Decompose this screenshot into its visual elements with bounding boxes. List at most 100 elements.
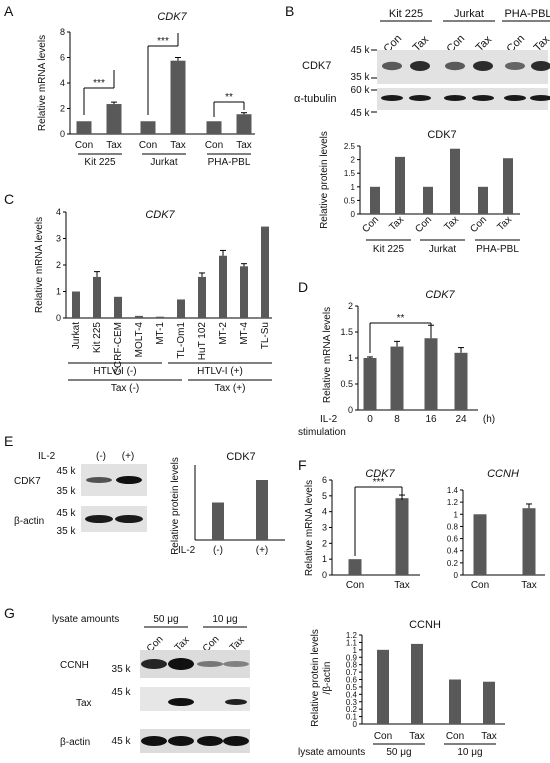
blot-e: IL-2 (-) (+) CDK7 45 k 35 k β-actin 45 k 35 k [14, 451, 147, 537]
bar [449, 679, 461, 724]
group-label: HTLV-I (-) [93, 366, 136, 377]
panel-letter-b: B [285, 3, 294, 19]
blot-marker: 35 k [57, 526, 77, 537]
blot-band [223, 736, 249, 746]
bar [261, 226, 269, 318]
chart-a: 0 2 4 6 8 CDK7 Relative mRNA levels Con Tax Con Ta… [37, 11, 255, 168]
y-tick-label: 3 [322, 523, 327, 533]
x-tick-label: Con [413, 214, 434, 235]
x-tick-label: Con [139, 140, 157, 151]
group-label: PHA-PBL [476, 244, 519, 255]
x-tick-label: (-) [213, 545, 223, 556]
blot-row-label: β-actin [60, 737, 90, 748]
blot-band [505, 62, 525, 70]
chart-title: CDK7 [145, 209, 175, 221]
x-tick-label: Tax [481, 731, 497, 742]
x-tick-label: MOLT-4 [134, 322, 145, 358]
significance-star: *** [157, 36, 169, 47]
y-tick-label: 0 [322, 570, 327, 580]
blot-lane-label: (-) [96, 451, 106, 462]
blot-amount-label: lysate amounts [52, 614, 119, 625]
y-tick-label: 1 [351, 183, 356, 192]
group-label: Tax (+) [215, 383, 246, 394]
x-tick-label: Tax [409, 731, 425, 742]
x-tick-label: Con [468, 214, 489, 235]
bar [454, 352, 468, 410]
y-tick-label: 0 [351, 210, 356, 219]
bar [377, 649, 389, 724]
blot-marker: 45 k [57, 508, 77, 519]
panel-letter-d: D [298, 279, 308, 295]
y-axis-label: Relative mRNA levels [37, 35, 48, 131]
bar [177, 299, 185, 318]
y-tick-label: 0.3 [346, 698, 358, 707]
y-tick-label: 0.8 [447, 522, 459, 531]
blot-marker: 35 k [112, 664, 132, 675]
y-tick-label: 2 [348, 301, 353, 311]
x-tick-label: MT-2 [218, 322, 229, 345]
significance-star: ** [397, 313, 405, 324]
blot-band [197, 736, 223, 746]
y-tick-label: 5 [322, 491, 327, 501]
bar [423, 186, 433, 214]
blot-group-label: PHA-PBL [504, 8, 550, 20]
y-tick-label: 0.4 [447, 547, 459, 556]
blot-marker: 45 k [112, 736, 132, 747]
blot-lane-label: (+) [122, 451, 135, 462]
y-tick-label: 1 [353, 646, 358, 655]
blot-band [409, 95, 431, 101]
y-tick-label: 8 [60, 27, 65, 37]
x-tick-label: 0 [367, 414, 373, 425]
y-axis-label: Relative mRNA levels [34, 217, 45, 313]
blot-band [410, 61, 430, 71]
y-tick-label: 0.1 [346, 713, 358, 722]
blot-group-label: Kit 225 [389, 8, 423, 20]
y-tick-label: 0 [56, 313, 61, 323]
blot-band [444, 95, 466, 101]
x-unit-label: (h) [483, 414, 495, 425]
blot-band [531, 61, 550, 71]
blot-band [472, 95, 494, 101]
group-label: PHA-PBL [208, 157, 251, 168]
y-tick-label: 2 [60, 104, 65, 114]
y-tick-label: 2 [56, 260, 61, 270]
x-tick-label: Tax [236, 140, 252, 151]
blot-band [86, 477, 112, 483]
chart-title: CDK7 [425, 289, 455, 301]
x-tick-label: Con [360, 214, 381, 235]
x-tick-label: Con [374, 731, 392, 742]
x-tick-label: HuT 102 [197, 322, 208, 361]
blot-marker: 60 k [351, 85, 371, 96]
x-tick-label: Con [471, 580, 489, 591]
x-tick-label: Tax [495, 214, 514, 233]
y-tick-label: 1.5 [344, 169, 356, 178]
panel-letter-f: F [298, 457, 307, 473]
y-tick-label: 0.6 [447, 535, 459, 544]
blot-band [382, 61, 402, 71]
chart-f1: 0 1 2 3 4 5 6 CDK7 Relative mRNA levels Con Tax *** [304, 468, 420, 591]
y-axis-label-line2: /β-actin [322, 662, 333, 695]
y-tick-label: 1.2 [346, 631, 358, 640]
x-tick-label: Tax [387, 214, 406, 233]
x-tick-label: Con [446, 731, 464, 742]
panel-letter-g: G [4, 605, 15, 621]
bar [424, 338, 438, 410]
bar [106, 104, 122, 134]
y-tick-label: 0.5 [346, 683, 358, 692]
y-axis-label: Relative protein levels [310, 629, 321, 727]
bar [135, 315, 143, 318]
x-tick-label: CCRF-CEM [113, 322, 124, 375]
x-tick-label: (+) [256, 545, 269, 556]
blot-band [530, 95, 550, 101]
blot-row-label: Tax [76, 698, 92, 709]
y-tick-label: 0 [454, 571, 459, 580]
significance-star: *** [373, 477, 385, 488]
panel-letter-c: C [4, 191, 14, 207]
bar [522, 508, 536, 575]
bar [256, 480, 268, 540]
y-axis-label: Relative protein levels [319, 131, 330, 229]
y-tick-label: 0.2 [447, 559, 459, 568]
bar [72, 291, 80, 318]
